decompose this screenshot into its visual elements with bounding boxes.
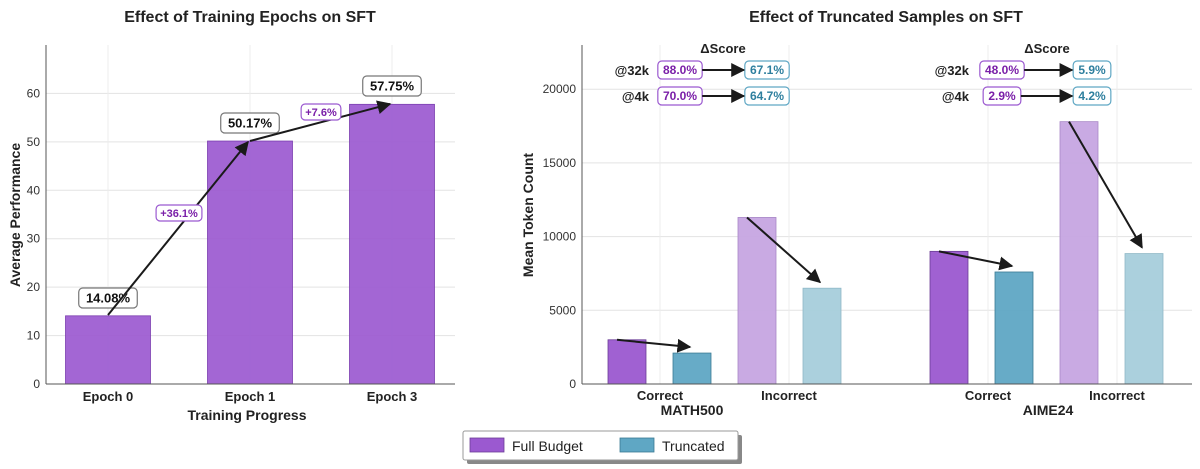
right-y-tick-label: 20000 bbox=[543, 82, 577, 96]
left-bar-2 bbox=[349, 103, 435, 385]
delta-score-truncated-value-group: 67.1% bbox=[744, 60, 790, 80]
legend-swatch-full-budget bbox=[469, 437, 505, 453]
left-y-tick-label: 30 bbox=[27, 232, 41, 246]
left-y-tick-label: 20 bbox=[27, 280, 41, 294]
left-y-tick-label: 0 bbox=[33, 377, 40, 391]
left-improvement-label-box bbox=[155, 204, 203, 222]
left-improvement-label-group: +36.1% bbox=[155, 204, 203, 222]
left-y-tick-label: 10 bbox=[27, 329, 41, 343]
right-axes: 0 5000 10000 15000 20000 Correct Incorrect MATH… bbox=[543, 45, 1192, 418]
right-arrow-math500-correct bbox=[616, 338, 692, 353]
left-y-tick-label: 60 bbox=[27, 86, 41, 100]
legend-swatch-truncated bbox=[619, 437, 655, 453]
right-bar-math500-full_budget-0 bbox=[607, 339, 647, 385]
left-y-axis-label: Average Performance bbox=[7, 143, 23, 287]
left-value-label: 14.08% bbox=[86, 291, 131, 306]
delta-score-truncated-value: 64.7% bbox=[750, 89, 784, 103]
right-bars bbox=[607, 121, 1164, 385]
delta-score-row-label: @32k bbox=[615, 63, 650, 78]
right-chart-title: Effect of Truncated Samples on SFT bbox=[749, 9, 1023, 26]
left-improvement-label-box bbox=[300, 103, 342, 121]
left-bar-1 bbox=[207, 140, 293, 385]
delta-score-full-value-group: 70.0% bbox=[657, 86, 703, 106]
delta-score-full-value: 88.0% bbox=[663, 63, 697, 77]
delta-score-full-value: 70.0% bbox=[663, 89, 697, 103]
right-y-tick-label: 5000 bbox=[549, 303, 576, 317]
delta-score-truncated-value: 5.9% bbox=[1078, 63, 1106, 77]
left-x-tick-label: Epoch 3 bbox=[367, 389, 418, 404]
delta-score-row-label: @32k bbox=[935, 63, 970, 78]
left-chart-title: Effect of Training Epochs on SFT bbox=[124, 9, 376, 26]
left-value-label: 50.17% bbox=[228, 116, 273, 131]
left-arrow-epoch1-to-epoch3 bbox=[249, 100, 392, 142]
training-epochs-chart: Effect of Training Epochs on SFT 0 10 20 30… bbox=[7, 9, 455, 423]
delta-score-truncated-value-group: 4.2% bbox=[1072, 86, 1112, 106]
left-value-label-box bbox=[78, 287, 138, 309]
delta-score-truncated-value-group: 5.9% bbox=[1072, 60, 1112, 80]
left-value-label-group: 57.75% bbox=[362, 75, 422, 97]
left-improvement-label: +36.1% bbox=[160, 208, 198, 220]
right-arrow-aime24-correct bbox=[938, 250, 1014, 271]
left-y-tick-label: 40 bbox=[27, 183, 41, 197]
right-bar-math500-truncated-0 bbox=[672, 352, 712, 385]
right-y-tick-label: 15000 bbox=[543, 156, 577, 170]
legend-label-full-budget: Full Budget bbox=[512, 438, 583, 454]
right-bar-aime24-truncated-0 bbox=[994, 271, 1034, 385]
left-value-label: 57.75% bbox=[370, 79, 415, 94]
left-x-tick-label: Epoch 1 bbox=[225, 389, 276, 404]
right-bar-math500-truncated-1 bbox=[802, 287, 842, 385]
left-value-label-group: 50.17% bbox=[220, 112, 280, 134]
delta-score-full-value-group: 48.0% bbox=[979, 60, 1025, 80]
right-bar-math500-full_budget-1 bbox=[737, 217, 777, 385]
delta-score-row-label: @4k bbox=[942, 89, 970, 104]
right-x-tick-label: Incorrect bbox=[761, 388, 817, 403]
right-arrow-math500-incorrect bbox=[746, 216, 822, 284]
delta-score-truncated-value: 4.2% bbox=[1078, 89, 1106, 103]
left-improvement-label-group: +7.6% bbox=[300, 103, 342, 121]
right-group-label-math500: MATH500 bbox=[661, 402, 724, 418]
left-axes: 0 10 20 30 40 50 60 Epoch 0 Epoch 1 Epoch 3 bbox=[27, 45, 455, 404]
left-y-tick-label: 50 bbox=[27, 135, 41, 149]
delta-score-header: ΔScore bbox=[700, 41, 745, 56]
right-y-axis-label: Mean Token Count bbox=[520, 153, 536, 278]
right-x-tick-label: Correct bbox=[965, 388, 1012, 403]
legend: Full Budget Truncated bbox=[462, 430, 742, 464]
delta-score-full-value: 48.0% bbox=[985, 63, 1019, 77]
left-annotations: 14.08% 50.17% 57.75% +36.1% +7.6% bbox=[78, 75, 422, 316]
left-improvement-label: +7.6% bbox=[305, 107, 337, 119]
right-x-tick-label: Incorrect bbox=[1089, 388, 1145, 403]
delta-score-truncated-value: 67.1% bbox=[750, 63, 784, 77]
right-bar-aime24-truncated-1 bbox=[1124, 253, 1164, 385]
left-value-label-box bbox=[362, 75, 422, 97]
left-value-label-box bbox=[220, 112, 280, 134]
right-x-tick-label: Correct bbox=[637, 388, 684, 403]
left-bars bbox=[65, 103, 435, 385]
delta-score-full-value-group: 2.9% bbox=[982, 86, 1022, 106]
truncated-samples-chart: Effect of Truncated Samples on SFT 0 5000… bbox=[520, 9, 1192, 418]
left-x-axis-label: Training Progress bbox=[187, 407, 306, 423]
left-x-tick-label: Epoch 0 bbox=[83, 389, 134, 404]
legend-label-truncated: Truncated bbox=[662, 438, 725, 454]
right-y-tick-label: 0 bbox=[569, 377, 576, 391]
right-annotations: ΔScore @32k 88.0% 67.1% @4k 70.0% 64.7% ΔScore @… bbox=[615, 41, 1143, 353]
right-bar-aime24-full_budget-0 bbox=[929, 250, 969, 385]
left-arrow-epoch0-to-epoch1 bbox=[107, 140, 249, 316]
legend-box bbox=[462, 430, 739, 461]
right-group-label-aime24: AIME24 bbox=[1023, 402, 1074, 418]
right-y-tick-label: 10000 bbox=[543, 230, 577, 244]
delta-score-row-label: @4k bbox=[622, 89, 650, 104]
right-arrow-aime24-incorrect bbox=[1068, 121, 1143, 249]
delta-score-truncated-value-group: 64.7% bbox=[744, 86, 790, 106]
delta-score-header: ΔScore bbox=[1024, 41, 1069, 56]
left-bar-0 bbox=[65, 315, 151, 385]
delta-score-full-value: 2.9% bbox=[988, 89, 1016, 103]
delta-score-full-value-group: 88.0% bbox=[657, 60, 703, 80]
